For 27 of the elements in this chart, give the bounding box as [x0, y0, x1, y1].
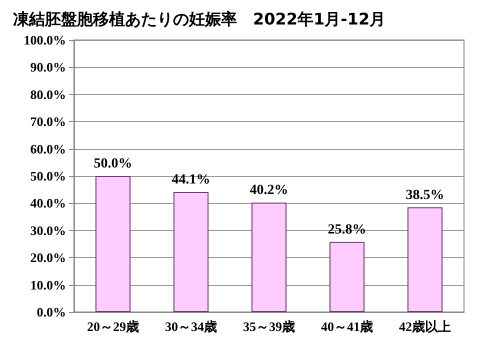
bar	[329, 242, 365, 312]
y-tick-label: 80.0%	[30, 86, 66, 102]
y-tick-label: 50.0%	[30, 168, 66, 184]
y-tick-label: 30.0%	[30, 222, 66, 238]
x-tick-label: 42歳以上	[399, 319, 451, 334]
y-tick-label: 0.0%	[36, 304, 66, 320]
bar	[407, 207, 443, 312]
data-label: 50.0%	[94, 156, 132, 172]
y-tick-label: 20.0%	[30, 250, 66, 266]
x-tick-label: 35～39歳	[243, 319, 295, 334]
y-tick-label: 40.0%	[30, 196, 66, 211]
data-label: 44.1%	[172, 172, 210, 188]
bar	[173, 192, 209, 312]
data-label: 40.2%	[250, 183, 288, 198]
y-tick-label: 60.0%	[30, 141, 66, 156]
data-label: 38.5%	[406, 188, 444, 203]
chart-title: 凍結胚盤胞移植あたりの妊娠率 2022年1月-12月	[13, 10, 386, 28]
y-tick-label: 90.0%	[30, 60, 66, 75]
y-tick-label: 10.0%	[30, 277, 66, 292]
x-tick-label: 20～29歳	[87, 319, 139, 334]
x-tick-label: 30～34歳	[165, 319, 217, 334]
data-label: 25.8%	[328, 222, 366, 238]
bar	[251, 202, 287, 312]
y-tick-label: 70.0%	[30, 114, 66, 130]
y-tick-label: 100.0%	[24, 32, 66, 48]
bar	[95, 176, 131, 312]
x-tick-label: 40～41歳	[321, 319, 373, 334]
